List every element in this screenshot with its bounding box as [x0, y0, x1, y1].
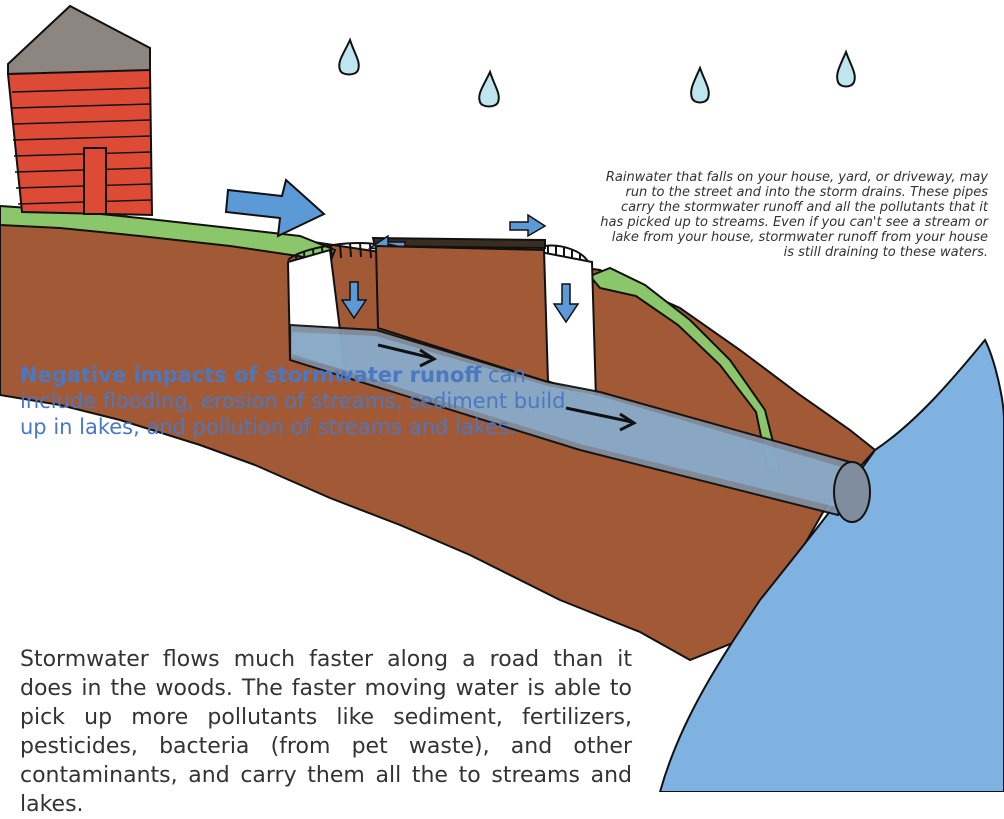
house-icon — [6, 4, 154, 217]
flow-arrow-icon — [552, 283, 580, 324]
pipe-outlet — [833, 461, 871, 523]
negative-impacts-rest: can include flooding, erosion of streams… — [20, 363, 566, 439]
flow-arrow-icon — [340, 281, 368, 320]
stormwater-illustration — [0, 4, 1004, 792]
house-door — [83, 147, 107, 215]
negative-impacts-lead: Negative impacts of stormwater runoff — [20, 363, 482, 387]
raindrop-icon — [338, 37, 360, 76]
body-paragraph: Stormwater flows much faster along a roa… — [20, 647, 632, 817]
raindrop-icon — [478, 69, 500, 108]
lake-water — [658, 338, 1004, 792]
negative-impacts-text: Negative impacts of stormwater runoff ca… — [20, 362, 580, 440]
raindrop-icon — [690, 65, 710, 104]
pipe-water — [292, 332, 845, 508]
pipe-flow-arrows — [377, 343, 638, 432]
road-surface — [371, 236, 546, 250]
flow-arrow-icon — [509, 213, 547, 238]
runoff-flow-arrow — [224, 178, 326, 238]
raindrops — [338, 37, 856, 108]
caption-text: Rainwater that falls on your house, yard… — [600, 170, 988, 260]
raindrop-icon — [836, 49, 856, 88]
